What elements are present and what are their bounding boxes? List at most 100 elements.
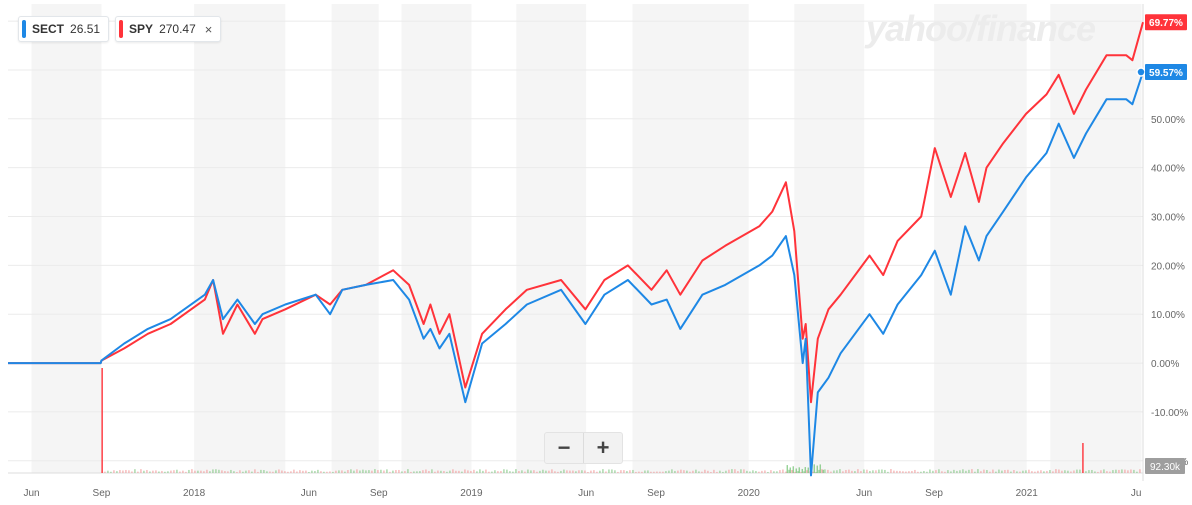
shaded-month-band bbox=[794, 4, 865, 473]
volume-bar bbox=[878, 469, 880, 473]
volume-bar bbox=[914, 469, 916, 473]
volume-bar bbox=[260, 469, 262, 473]
volume-bar bbox=[851, 470, 853, 473]
volume-bar bbox=[146, 469, 148, 473]
volume-bar bbox=[1079, 469, 1081, 473]
volume-bar bbox=[773, 471, 775, 473]
volume-bar bbox=[254, 469, 256, 473]
volume-bar bbox=[953, 469, 955, 473]
volume-bar bbox=[818, 469, 820, 473]
volume-bar bbox=[251, 471, 253, 473]
volume-bar bbox=[110, 471, 112, 473]
volume-bar bbox=[509, 471, 511, 473]
volume-bar bbox=[995, 471, 997, 473]
volume-bar bbox=[665, 471, 667, 473]
volume-bar bbox=[428, 470, 430, 473]
volume-bar bbox=[974, 471, 976, 473]
volume-bar bbox=[713, 469, 715, 473]
volume-bar bbox=[830, 471, 832, 473]
volume-bar bbox=[179, 471, 181, 473]
close-icon[interactable]: × bbox=[204, 21, 213, 37]
volume-bar bbox=[167, 471, 169, 473]
volume-bar bbox=[1031, 471, 1033, 473]
volume-bar bbox=[557, 471, 559, 473]
volume-bar bbox=[932, 470, 934, 473]
volume-bar bbox=[801, 468, 803, 473]
legend-price: 270.47 bbox=[159, 22, 196, 36]
volume-bar bbox=[1040, 470, 1042, 473]
volume-bar bbox=[635, 471, 637, 473]
volume-bar bbox=[795, 468, 797, 473]
volume-bar bbox=[488, 471, 490, 473]
volume-bar bbox=[821, 469, 823, 473]
last-value-text: 59.57% bbox=[1149, 68, 1183, 79]
volume-bar bbox=[140, 469, 142, 473]
volume-bar bbox=[1049, 470, 1051, 473]
volume-bar bbox=[452, 469, 454, 473]
volume-bar bbox=[215, 469, 217, 473]
volume-bar bbox=[272, 471, 274, 473]
volume-bar bbox=[257, 471, 259, 473]
volume-bar bbox=[155, 470, 157, 473]
y-tick-label: 40.00% bbox=[1151, 164, 1185, 175]
volume-bar bbox=[956, 470, 958, 473]
volume-bar bbox=[1061, 470, 1063, 473]
volume-bar bbox=[173, 470, 175, 473]
volume-bar bbox=[536, 471, 538, 473]
volume-bar bbox=[152, 470, 154, 473]
legend-item-sect[interactable]: SECT 26.51 bbox=[18, 16, 110, 42]
volume-bar bbox=[623, 470, 625, 473]
x-tick-label: Jun bbox=[23, 488, 39, 499]
zoom-in-button[interactable]: + bbox=[583, 433, 622, 463]
series-line-sect bbox=[8, 71, 1144, 477]
volume-bar bbox=[368, 470, 370, 473]
volume-bar bbox=[1127, 470, 1129, 473]
volume-bar bbox=[815, 471, 817, 473]
volume-bar bbox=[704, 469, 706, 473]
volume-bar bbox=[938, 469, 940, 473]
x-tick-label: Sep bbox=[647, 488, 665, 499]
volume-bar bbox=[785, 471, 787, 473]
volume-bar bbox=[539, 470, 541, 473]
volume-bar bbox=[401, 471, 403, 473]
volume-bar bbox=[887, 471, 889, 473]
volume-bar bbox=[230, 469, 232, 473]
volume-bar bbox=[545, 470, 547, 473]
volume-bar bbox=[797, 471, 799, 473]
volume-bar bbox=[872, 470, 874, 473]
volume-bar bbox=[494, 470, 496, 473]
volume-bar bbox=[792, 466, 794, 473]
volume-bar bbox=[308, 471, 310, 473]
y-tick-label: 0.00% bbox=[1151, 359, 1179, 370]
shaded-month-band bbox=[401, 4, 472, 473]
volume-bar bbox=[236, 471, 238, 473]
volume-bar bbox=[194, 470, 196, 473]
volume-bar bbox=[416, 471, 418, 473]
volume-bar bbox=[131, 471, 133, 473]
last-value-box bbox=[1145, 64, 1187, 81]
legend-item-spy[interactable]: SPY 270.47 × bbox=[115, 16, 222, 42]
volume-bar bbox=[1019, 471, 1021, 473]
volume-bar bbox=[761, 470, 763, 473]
zoom-control: − + bbox=[544, 432, 623, 464]
x-tick-label: 2020 bbox=[738, 488, 761, 499]
last-value-box bbox=[1145, 14, 1187, 31]
volume-bar bbox=[542, 469, 544, 473]
volume-bar bbox=[1016, 471, 1018, 473]
volume-bar bbox=[950, 471, 952, 473]
volume-bar bbox=[584, 470, 586, 473]
volume-bar bbox=[695, 469, 697, 473]
volume-bar bbox=[1118, 469, 1120, 473]
volume-bar bbox=[170, 470, 172, 473]
volume-bar bbox=[605, 471, 607, 473]
zoom-out-button[interactable]: − bbox=[557, 435, 571, 460]
volume-bar bbox=[182, 470, 184, 473]
volume-bar bbox=[137, 471, 139, 473]
volume-bar bbox=[395, 470, 397, 473]
volume-bar bbox=[968, 469, 970, 473]
volume-bar bbox=[905, 471, 907, 473]
volume-bar bbox=[491, 471, 493, 473]
volume-bar bbox=[482, 470, 484, 473]
